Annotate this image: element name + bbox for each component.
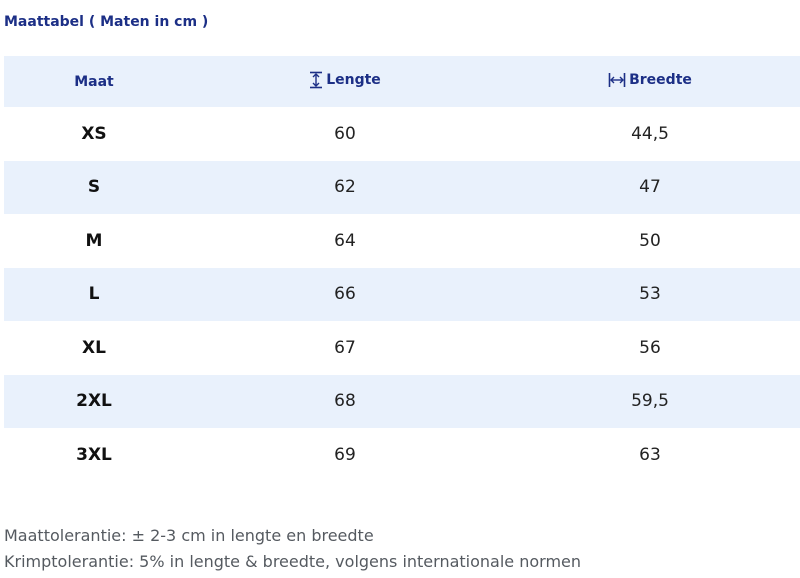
footnotes: Maattolerantie: ± 2-3 cm in lengte en br… — [4, 523, 581, 575]
table-row: S 62 47 — [4, 160, 800, 214]
table-row: XS 60 44,5 — [4, 107, 800, 161]
width-cell: 59,5 — [631, 391, 669, 412]
width-cell: 50 — [639, 230, 661, 251]
size-cell: S — [87, 177, 101, 198]
length-cell: 64 — [334, 230, 356, 251]
length-cell: 66 — [334, 284, 356, 305]
table-row: M 64 50 — [4, 214, 800, 268]
header-width: Breedte — [500, 56, 800, 107]
size-cell: XS — [81, 123, 107, 144]
size-cell: 3XL — [76, 444, 112, 465]
horizontal-measure-icon — [608, 72, 626, 88]
size-cell: M — [85, 230, 103, 251]
length-cell: 69 — [334, 444, 356, 465]
length-cell: 60 — [334, 123, 356, 144]
table-row: XL 67 56 — [4, 321, 800, 375]
table-header-row: Maat Lengte — [4, 56, 800, 107]
size-table: Maat Lengte — [4, 56, 800, 482]
length-cell: 68 — [334, 391, 356, 412]
page-title: Maattabel ( Maten in cm ) — [4, 14, 209, 30]
header-size-label: Maat — [74, 73, 114, 90]
length-cell: 67 — [334, 337, 356, 358]
table-row: 3XL 69 63 — [4, 428, 800, 482]
table-row: L 66 53 — [4, 267, 800, 321]
header-size: Maat — [4, 56, 190, 107]
size-cell: L — [88, 284, 100, 305]
size-cell: 2XL — [76, 391, 112, 412]
length-cell: 62 — [334, 177, 356, 198]
vertical-measure-icon — [309, 71, 323, 89]
header-length: Lengte — [190, 56, 500, 107]
width-cell: 44,5 — [631, 123, 669, 144]
size-cell: XL — [82, 337, 106, 358]
shrink-tolerance-note: Krimptolerantie: 5% in lengte & breedte,… — [4, 552, 582, 571]
header-width-label: Breedte — [629, 71, 692, 88]
header-length-label: Lengte — [326, 71, 381, 88]
width-cell: 47 — [639, 177, 661, 198]
width-cell: 63 — [639, 444, 661, 465]
width-cell: 56 — [639, 337, 661, 358]
width-cell: 53 — [639, 284, 661, 305]
size-tolerance-note: Maattolerantie: ± 2-3 cm in lengte en br… — [4, 526, 374, 545]
table-row: 2XL 68 59,5 — [4, 374, 800, 428]
